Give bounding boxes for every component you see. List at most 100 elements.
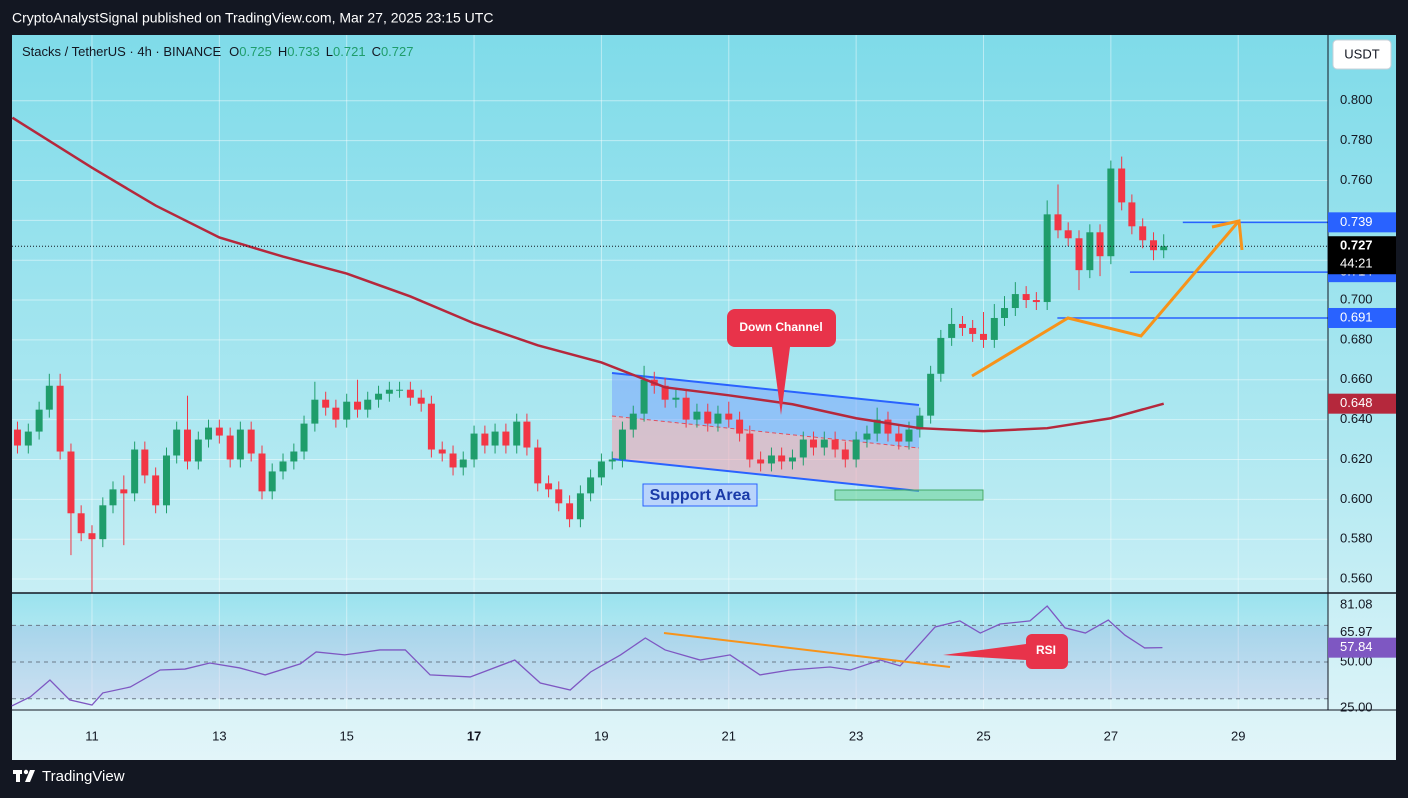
candle-body bbox=[587, 477, 595, 494]
candle-body bbox=[322, 399, 330, 408]
channel-lower bbox=[612, 416, 919, 491]
candle-body bbox=[268, 471, 276, 492]
h-letter: H bbox=[278, 44, 287, 59]
candle-body bbox=[1150, 240, 1158, 251]
y-tick-label: 0.700 bbox=[1340, 291, 1373, 306]
l-value: 0.721 bbox=[333, 44, 366, 59]
candle-body bbox=[258, 453, 266, 492]
channel-bottom bbox=[611, 458, 920, 492]
support-box bbox=[642, 483, 758, 507]
y-tick-label: 0.660 bbox=[1340, 371, 1373, 386]
countdown: 44:21 bbox=[1340, 256, 1373, 271]
candle-body bbox=[831, 439, 839, 450]
candle-body bbox=[406, 389, 414, 398]
candle-body bbox=[141, 449, 149, 476]
x-tick-label: 27 bbox=[1104, 728, 1118, 743]
rsi-callout bbox=[943, 634, 1068, 669]
candle-body bbox=[576, 493, 584, 520]
candle-body bbox=[67, 451, 75, 514]
axis-labels: 11 13 15 17 19 21 23 25 27 29 0.560 0.580 0.600 0.620… bbox=[85, 92, 1396, 743]
candle-body bbox=[736, 419, 744, 434]
o-letter: O bbox=[229, 44, 239, 59]
rsi-trendline bbox=[663, 632, 951, 668]
rsi-label: RSI bbox=[1036, 643, 1056, 657]
candle-body bbox=[99, 505, 107, 540]
candle-body bbox=[438, 449, 446, 454]
x-tick-label: 21 bbox=[722, 728, 736, 743]
candle-body bbox=[1075, 238, 1083, 271]
candle-body bbox=[459, 459, 467, 468]
candle-body bbox=[290, 451, 298, 462]
down-channel-label: Down Channel bbox=[739, 320, 822, 334]
candle-body bbox=[205, 427, 213, 440]
candle-body bbox=[927, 373, 935, 416]
x-tick-label: 17 bbox=[467, 728, 481, 743]
candle-body bbox=[809, 439, 817, 448]
candle-body bbox=[597, 461, 605, 478]
logo bbox=[13, 769, 35, 782]
brand: TradingView bbox=[42, 768, 125, 785]
channel-mid bbox=[611, 415, 920, 449]
x-tick-label: 13 bbox=[212, 728, 226, 743]
h-value: 0.733 bbox=[287, 44, 320, 59]
candle-body bbox=[332, 407, 340, 420]
candle-body bbox=[184, 429, 192, 462]
y-tick-label: 0.560 bbox=[1340, 570, 1373, 585]
candle-body bbox=[1139, 226, 1147, 241]
candle-body bbox=[841, 449, 849, 460]
candle-body bbox=[661, 385, 669, 400]
arrow-head bbox=[1211, 219, 1244, 251]
x-tick-label: 19 bbox=[594, 728, 608, 743]
candle-body bbox=[725, 413, 733, 420]
candle-body bbox=[1118, 168, 1126, 203]
x-tick-label: 25 bbox=[976, 728, 990, 743]
x-tick-label: 15 bbox=[339, 728, 353, 743]
candle-body bbox=[279, 461, 287, 472]
level-label: 0.691 bbox=[1340, 309, 1373, 324]
projection-arrow bbox=[971, 221, 1240, 378]
support-label: Support Area bbox=[650, 487, 751, 504]
ma-price-label: 0.648 bbox=[1340, 395, 1373, 410]
candle-body bbox=[618, 429, 626, 460]
rsi-value-box bbox=[1328, 637, 1396, 658]
candle-body bbox=[534, 447, 542, 484]
candle-body bbox=[513, 421, 521, 446]
currency-box[interactable] bbox=[1332, 39, 1392, 70]
publish-header: CryptoAnalystSignal published on Trading… bbox=[12, 10, 493, 26]
candle-body bbox=[714, 413, 722, 424]
candle-body bbox=[56, 385, 64, 452]
candle-body bbox=[704, 411, 712, 424]
candle-body bbox=[916, 415, 924, 430]
candle-body bbox=[523, 421, 531, 448]
candle-body bbox=[640, 379, 648, 414]
current-price-label: 0.727 bbox=[1340, 238, 1373, 253]
candle-body bbox=[1096, 232, 1104, 257]
candle-body bbox=[396, 389, 404, 391]
candle-body bbox=[215, 427, 223, 436]
level-box bbox=[1328, 307, 1396, 328]
candle-body bbox=[120, 489, 128, 494]
y-tick-label: 0.780 bbox=[1340, 132, 1373, 147]
candle-body bbox=[990, 317, 998, 340]
candle-body bbox=[194, 439, 202, 462]
channel-upper bbox=[612, 373, 919, 448]
x-tick-label: 29 bbox=[1231, 728, 1245, 743]
candle-body bbox=[1011, 294, 1019, 309]
moving-average bbox=[11, 116, 1165, 433]
candle-body bbox=[757, 459, 765, 464]
candle-body bbox=[1086, 232, 1094, 271]
candle-body bbox=[555, 489, 563, 504]
candle-body bbox=[354, 401, 362, 410]
candle-body bbox=[502, 431, 510, 446]
candle-body bbox=[629, 413, 637, 430]
candle-body bbox=[948, 323, 956, 338]
candle-body bbox=[385, 389, 393, 394]
candle-body bbox=[788, 457, 796, 462]
candle-body bbox=[746, 433, 754, 460]
candle-body bbox=[545, 483, 553, 490]
down-channel-callout bbox=[727, 309, 836, 415]
candle-body bbox=[481, 433, 489, 446]
rsi-tick-label: 65.97 bbox=[1340, 624, 1373, 639]
candle-body bbox=[364, 399, 372, 410]
